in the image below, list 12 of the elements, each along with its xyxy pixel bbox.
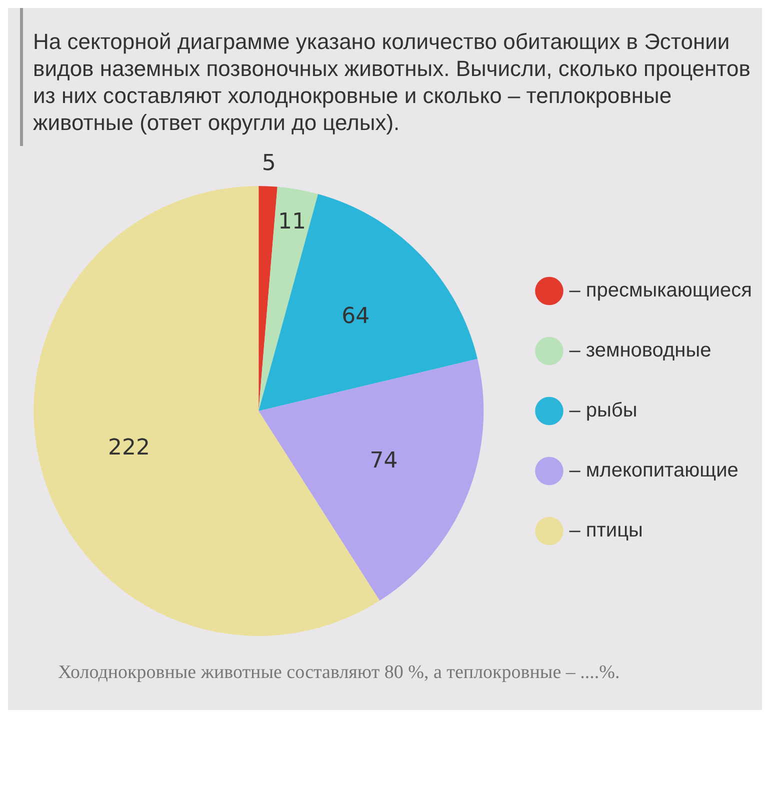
legend-label: – птицы — [569, 520, 643, 542]
data-label: 11 — [278, 209, 306, 234]
data-label: 222 — [108, 436, 150, 461]
legend-label: – земноводные — [569, 340, 712, 362]
chart-title: На секторной диаграмме указано количество обитающих в Эстонии видов наземных позвоночных животных. Вычисли, сколько процентов из них составляют холоднокровные и сколько – теплокровные животные (ответ округли до целых). — [20, 8, 762, 146]
legend-label: – пресмыкающиеся — [569, 280, 752, 302]
text: Холоднокровные животные составляют 80 %, а теплокровные – ....%. — [57, 661, 621, 685]
legend-label: – рыбы — [569, 400, 638, 422]
legend-label: – млекопитающие — [569, 460, 738, 482]
data-label: 64 — [342, 304, 370, 329]
data-label: 74 — [370, 448, 398, 474]
data-label: 5 — [262, 150, 276, 176]
